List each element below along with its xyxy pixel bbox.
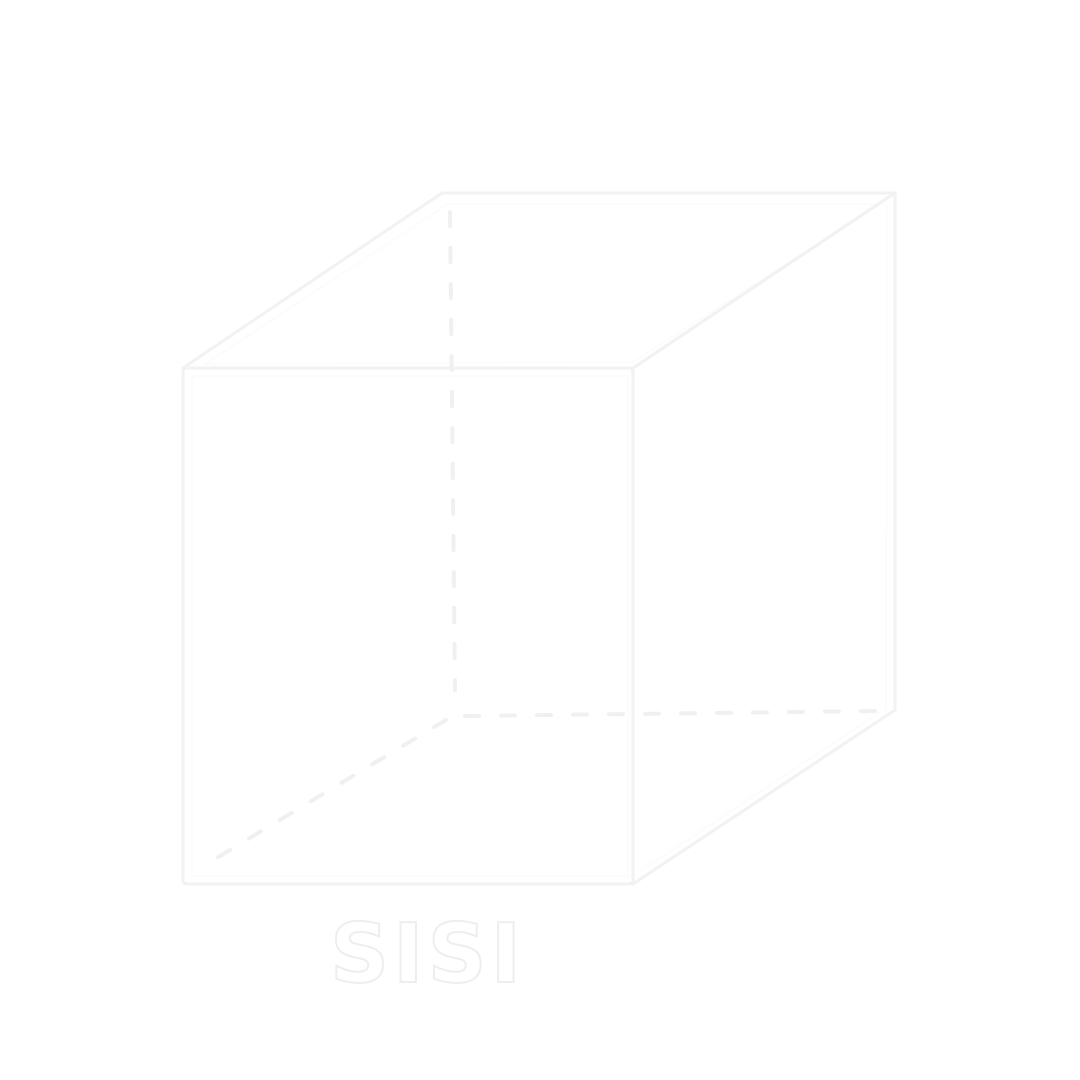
cube-right-face: [631, 191, 897, 886]
cube-front-face-inner: [191, 375, 629, 877]
cube-right-inner-edge: [885, 204, 888, 711]
cube-hidden-diagonal-edge: [198, 718, 448, 870]
cube-front-face: [181, 366, 635, 886]
cube-top-face: [181, 191, 897, 370]
logo-text: SISI: [329, 906, 526, 1003]
cube-bottom-right-edge: [638, 711, 881, 873]
cube-hidden-vertical-edge: [448, 210, 457, 692]
cube-hidden-horizontal-edge: [463, 709, 880, 718]
